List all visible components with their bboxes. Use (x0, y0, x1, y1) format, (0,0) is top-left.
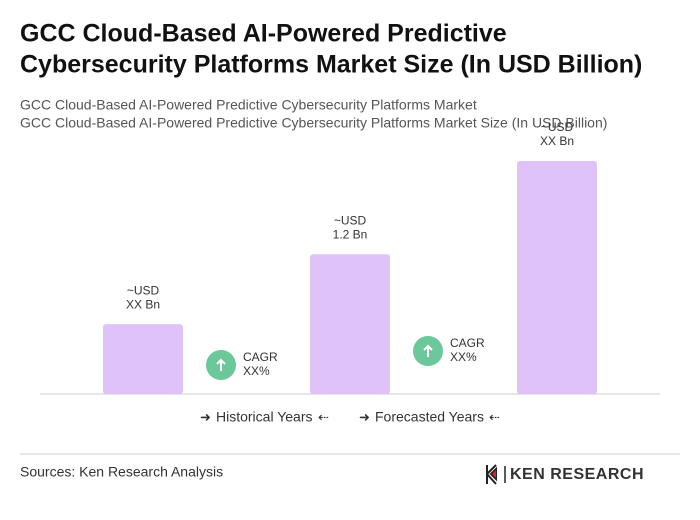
bar (310, 254, 390, 394)
value-label: ~USD (127, 283, 160, 297)
legend-label: Historical Years (216, 409, 313, 425)
cagr-arrow (216, 358, 226, 371)
legend-arrow: ⇠ (318, 409, 329, 424)
value-label: ~USD (334, 213, 367, 227)
bar (103, 324, 183, 394)
subtitle: GCC Cloud-Based AI-Powered Predictive Cy… (20, 97, 477, 113)
cagr-label: CAGR (450, 336, 485, 350)
value-label: ~USD (541, 120, 574, 134)
bar (517, 161, 597, 394)
cagr-label: CAGR (243, 350, 278, 364)
legend-arrow: ➜ (200, 409, 211, 424)
chart-title: Cybersecurity Platforms Market Size (In … (20, 51, 642, 79)
legend-arrow: ⇠ (489, 409, 500, 424)
chart-title: GCC Cloud-Based AI-Powered Predictive (20, 20, 507, 48)
value-label: XX Bn (540, 134, 574, 148)
legend-label: Forecasted Years (375, 409, 484, 425)
logo: KEN RESEARCH (486, 464, 644, 485)
logo-text: KEN RESEARCH (510, 466, 644, 483)
value-label: XX Bn (126, 297, 160, 311)
cagr-arrow (423, 344, 433, 357)
subtitle: GCC Cloud-Based AI-Powered Predictive Cy… (20, 115, 607, 131)
cagr-label: XX% (243, 364, 270, 378)
cagr-label: XX% (450, 350, 477, 364)
value-label: 1.2 Bn (333, 227, 368, 241)
source: Sources: Ken Research Analysis (20, 464, 223, 480)
legend-arrow: ➜ (359, 409, 370, 424)
